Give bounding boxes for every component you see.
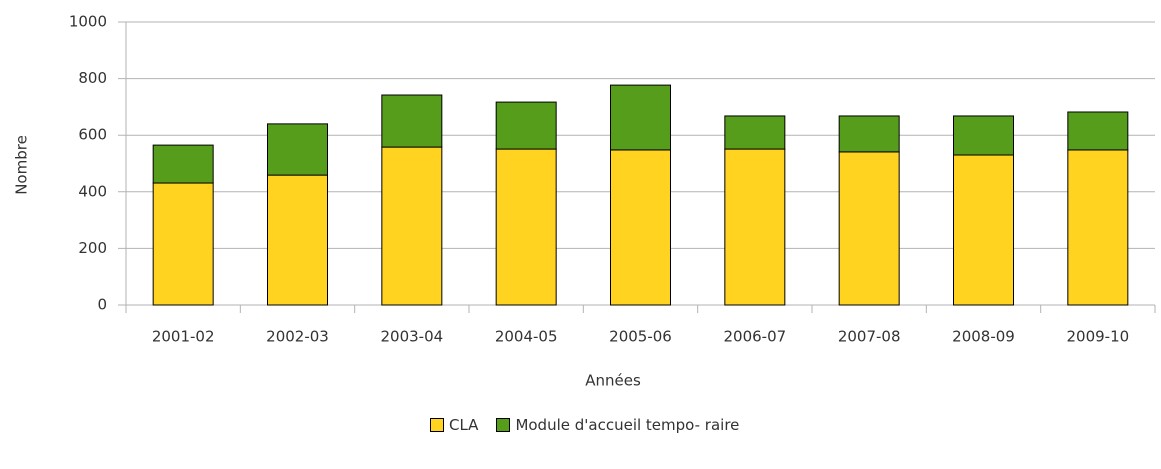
- bar-segment: [152, 144, 214, 184]
- x-tick-label: 2007-08: [838, 328, 901, 346]
- legend: CLA Module d'accueil tempo- raire: [430, 414, 739, 436]
- bar-segment: [495, 101, 557, 150]
- legend-label: CLA: [449, 416, 479, 434]
- legend-item: Module d'accueil tempo- raire: [496, 414, 739, 436]
- bar-segment: [724, 115, 786, 150]
- bar-segment: [610, 84, 671, 151]
- x-tick-label: 2009-10: [1066, 328, 1129, 346]
- bar-segment: [267, 123, 328, 176]
- x-tick-label: 2006-07: [723, 328, 786, 346]
- y-tick-label: 800: [78, 69, 107, 87]
- x-tick-label: 2003-04: [380, 328, 443, 346]
- legend-swatch: [430, 418, 444, 432]
- x-axis-title: Années: [585, 372, 641, 390]
- bar-segment: [838, 151, 900, 306]
- y-axis-title: Nombre: [13, 135, 31, 195]
- x-tick-label: 2008-09: [952, 328, 1015, 346]
- bar-segment: [953, 154, 1014, 306]
- y-tick-label: 600: [78, 126, 107, 144]
- x-tick-label: 2002-03: [266, 328, 329, 346]
- bar-segment: [838, 115, 900, 153]
- bar-segment: [381, 146, 443, 306]
- legend-label: Module d'accueil tempo- raire: [515, 416, 740, 434]
- legend-item: CLA: [430, 414, 478, 436]
- x-tick-label: 2004-05: [495, 328, 558, 346]
- x-tick-label: 2005-06: [609, 328, 672, 346]
- x-tick-label: 2001-02: [152, 328, 215, 346]
- bar-segment: [1067, 111, 1129, 151]
- y-tick-label: 400: [78, 182, 107, 200]
- bar-segment: [724, 148, 786, 306]
- bar-segment: [953, 115, 1014, 156]
- bar-segment: [381, 94, 443, 148]
- y-tick-label: 1000: [69, 13, 107, 31]
- y-tick-label: 0: [97, 296, 107, 314]
- bar-segment: [610, 149, 671, 306]
- bar-segment: [1067, 149, 1129, 306]
- bar-segment: [152, 182, 214, 306]
- y-tick-label: 200: [78, 239, 107, 257]
- bar-segment: [267, 174, 328, 306]
- bar-segment: [495, 148, 557, 306]
- legend-swatch: [496, 418, 511, 432]
